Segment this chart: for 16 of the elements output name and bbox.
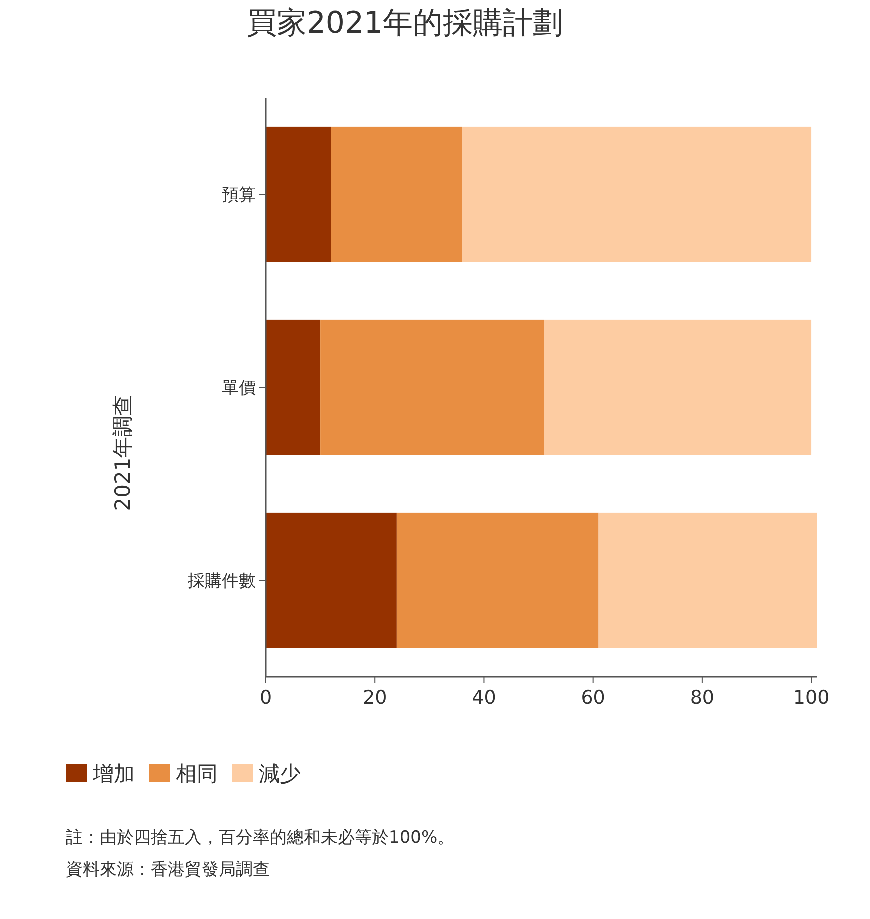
x-tick-label: 20 bbox=[363, 687, 388, 709]
legend-label: 減少 bbox=[259, 762, 301, 786]
y-tick-label: 採購件數 bbox=[188, 572, 256, 592]
title: 買家2021年的採購計劃 bbox=[246, 6, 564, 41]
x-tick-label: 100 bbox=[793, 687, 830, 709]
y-tick-label: 預算 bbox=[222, 186, 256, 206]
x-tick-label: 0 bbox=[260, 687, 272, 709]
y-axis-title: 2021年調查 bbox=[111, 394, 135, 512]
legend-label: 增加 bbox=[92, 762, 135, 786]
x-tick-label: 60 bbox=[581, 687, 606, 709]
source-note: 資料來源：香港貿發局調查 bbox=[66, 860, 270, 880]
x-tick-label: 80 bbox=[690, 687, 715, 709]
legend-label: 相同 bbox=[176, 762, 218, 786]
x-tick-label: 40 bbox=[472, 687, 496, 709]
y-tick-label: 單價 bbox=[222, 378, 256, 398]
text: 註：由於四捨五入，百分率的總和未必等於100%。 bbox=[66, 828, 455, 848]
